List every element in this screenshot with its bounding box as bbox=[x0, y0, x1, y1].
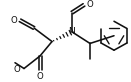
Text: O: O bbox=[87, 0, 93, 9]
Text: O: O bbox=[14, 65, 20, 74]
Text: O: O bbox=[37, 72, 43, 81]
Text: O: O bbox=[11, 16, 17, 25]
Text: N: N bbox=[69, 27, 75, 36]
